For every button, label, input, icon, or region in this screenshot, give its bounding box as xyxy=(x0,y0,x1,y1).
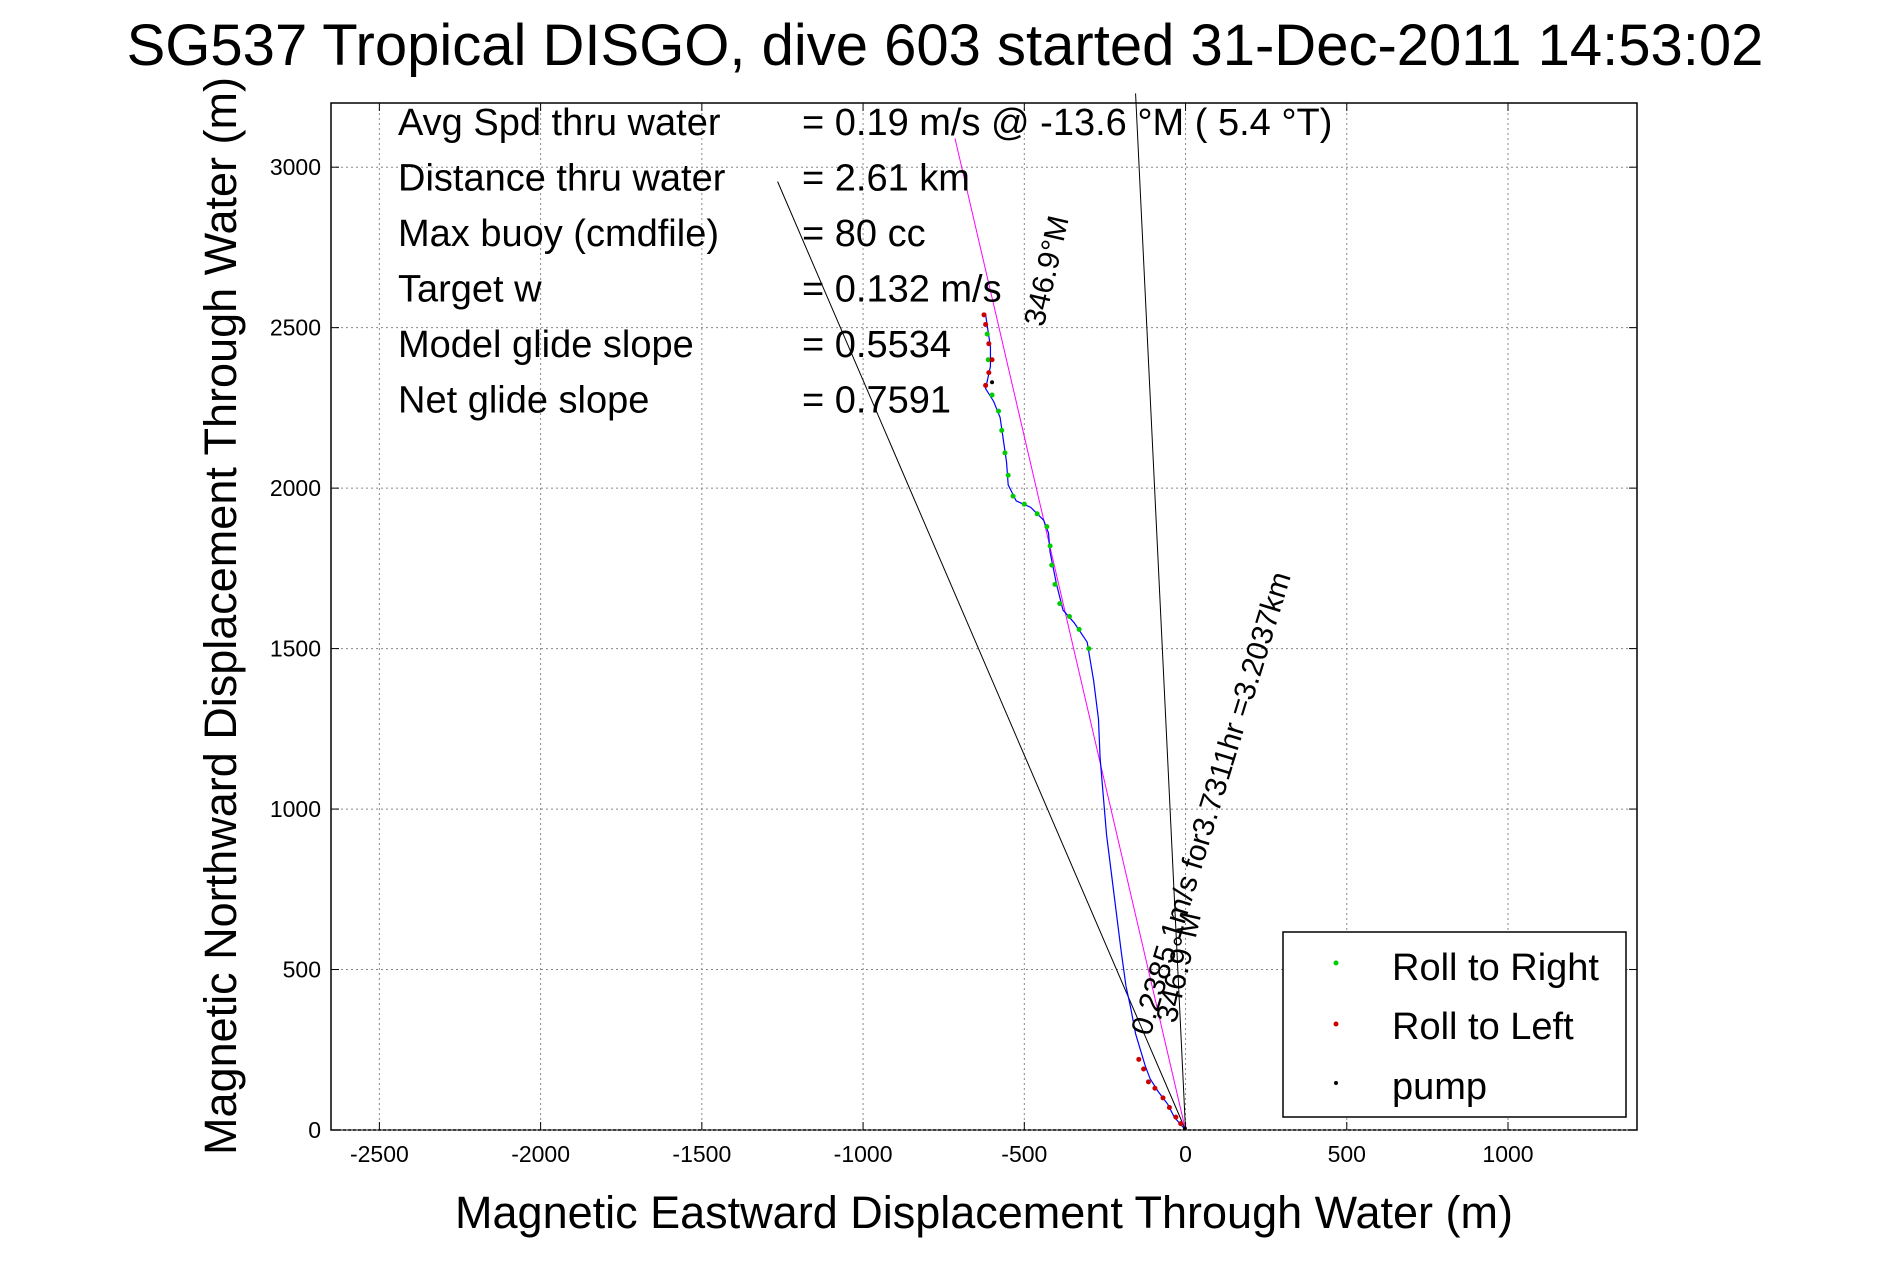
reference-line-3 xyxy=(954,138,1187,1131)
y-tick-label: 500 xyxy=(283,957,321,983)
roll-right-point xyxy=(985,357,991,363)
legend-label-roll-left: Roll to Left xyxy=(1392,1006,1574,1048)
track-layer xyxy=(984,314,1186,1131)
y-axis-label: Magnetic Northward Displacement Through … xyxy=(195,77,246,1155)
pump-point xyxy=(1182,1126,1187,1131)
y-tick-label: 2000 xyxy=(270,475,321,501)
roll-left-point xyxy=(1173,1114,1179,1120)
reference-line-2 xyxy=(1135,93,1187,1131)
stat-value: = 80 cc xyxy=(802,213,926,255)
stat-label: Model glide slope xyxy=(398,324,694,366)
x-tick-label: 500 xyxy=(1328,1141,1366,1167)
roll-right-point xyxy=(1047,543,1053,549)
legend-marker-pump xyxy=(1334,1081,1338,1085)
stat-value: = 0.7591 xyxy=(802,380,951,422)
roll-left-point xyxy=(1160,1095,1166,1101)
x-tick-label: -1500 xyxy=(672,1141,731,1167)
plot-area: 0.2385 1m/s for3.7311hr =3.2037km346.9°M… xyxy=(270,93,1638,1167)
stat-value: = 0.132 m/s xyxy=(802,269,1002,311)
roll-left-point xyxy=(1152,1085,1158,1091)
stat-value: = 0.5534 xyxy=(802,324,951,366)
roll-left-point xyxy=(1145,1079,1151,1085)
legend-label-roll-right: Roll to Right xyxy=(1392,947,1599,989)
roll-left-point xyxy=(981,312,987,318)
points-layer xyxy=(981,312,1187,1131)
roll-right-point xyxy=(1052,581,1058,587)
chart-title: SG537 Tropical DISGO, dive 603 started 3… xyxy=(127,13,1764,78)
roll-right-point xyxy=(1010,493,1016,499)
roll-right-point xyxy=(1049,562,1055,568)
y-tick-label: 1000 xyxy=(270,796,321,822)
legend-box xyxy=(1282,931,1627,1118)
roll-right-point xyxy=(989,392,995,398)
y-tick-label: 0 xyxy=(308,1117,321,1143)
roll-left-point xyxy=(1136,1056,1142,1062)
stat-label: Distance thru water xyxy=(398,158,726,200)
stats-block: Avg Spd thru water = 0.19 m/s @ -13.6 °M … xyxy=(398,102,1332,422)
legend-marker-roll-left xyxy=(1333,1021,1339,1027)
x-axis-label: Magnetic Eastward Displacement Through W… xyxy=(455,1187,1513,1238)
roll-left-point xyxy=(1141,1066,1147,1072)
reference-line-1 xyxy=(777,181,1187,1131)
pump-point xyxy=(990,380,995,385)
roll-right-point xyxy=(1076,626,1082,632)
stat-value: = 0.19 m/s @ -13.6 °M ( 5.4 °T) xyxy=(802,102,1332,144)
x-ticks: -2500 -2000 -1500 -1000 -500 0 500 1000 xyxy=(350,103,1534,1167)
roll-left-point xyxy=(1166,1105,1172,1111)
roll-right-point xyxy=(999,427,1005,433)
x-tick-label: -500 xyxy=(1001,1141,1047,1167)
roll-right-point xyxy=(1034,511,1040,517)
stat-label: Max buoy (cmdfile) xyxy=(398,213,719,255)
y-tick-label: 2500 xyxy=(270,315,321,341)
roll-right-point xyxy=(996,408,1002,414)
roll-left-point xyxy=(986,341,992,347)
roll-left-point xyxy=(989,357,995,363)
legend: Roll to Right Roll to Left pump xyxy=(1282,931,1627,1118)
legend-marker-roll-right xyxy=(1333,960,1339,966)
x-tick-label: 0 xyxy=(1179,1141,1192,1167)
legend-label-pump: pump xyxy=(1392,1066,1487,1108)
reference-lines xyxy=(777,93,1187,1131)
stat-value: = 2.61 km xyxy=(802,158,970,200)
stat-label: Avg Spd thru water xyxy=(398,102,721,144)
x-tick-label: -2500 xyxy=(350,1141,409,1167)
roll-right-point xyxy=(1005,472,1011,478)
roll-left-point xyxy=(983,382,989,388)
roll-left-point xyxy=(983,321,989,327)
stat-label: Net glide slope xyxy=(398,380,649,422)
roll-right-point xyxy=(1044,524,1050,530)
roll-right-point xyxy=(1066,614,1072,619)
y-tick-label: 3000 xyxy=(270,154,321,180)
roll-left-point xyxy=(1178,1121,1184,1127)
x-tick-label: -1000 xyxy=(834,1141,893,1167)
roll-right-point xyxy=(1002,450,1008,456)
roll-right-point xyxy=(984,331,990,337)
roll-left-point xyxy=(986,370,992,376)
x-tick-label: -2000 xyxy=(511,1141,570,1167)
roll-right-point xyxy=(1057,601,1063,607)
track-line xyxy=(984,314,1186,1131)
roll-right-point xyxy=(1086,646,1092,652)
y-tick-label: 1500 xyxy=(270,636,321,662)
stat-label: Target w xyxy=(398,269,542,311)
x-tick-label: 1000 xyxy=(1482,1141,1533,1167)
roll-right-point xyxy=(1021,501,1027,507)
y-ticks: 0 500 1000 1500 2000 2500 3000 xyxy=(270,154,1637,1143)
